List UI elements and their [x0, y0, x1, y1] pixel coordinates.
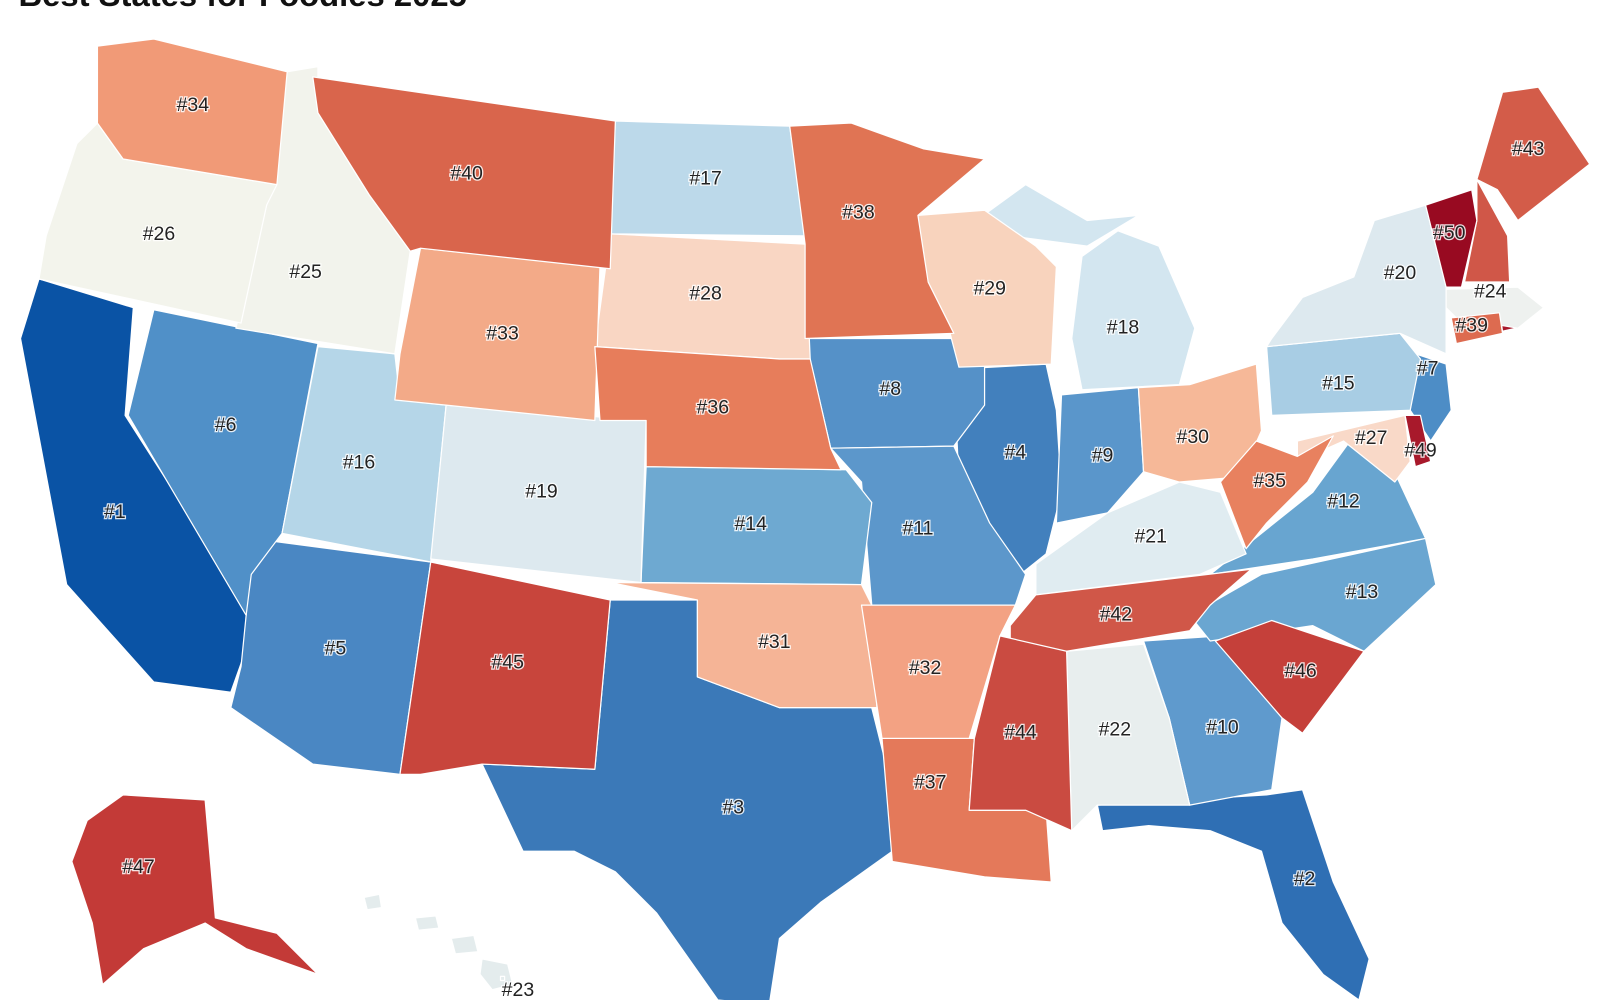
state-rank: #10: [1206, 716, 1239, 738]
state-rank: #18: [1107, 316, 1139, 338]
state-rank: #9: [1092, 445, 1114, 467]
state: [609, 581, 878, 709]
state-rank: #37: [914, 772, 946, 794]
hawaii-island: [414, 915, 440, 931]
state-rank: #24: [1474, 280, 1507, 302]
state-rank: #43: [1512, 138, 1544, 160]
states: [19, 38, 1591, 1000]
state-rank: #39: [1455, 314, 1487, 336]
state-rank: #29: [973, 277, 1005, 299]
state-rank: #34: [177, 94, 210, 116]
state-rank: #14: [734, 513, 767, 535]
hawaii-island: [450, 934, 479, 955]
state-rank: #2: [1294, 868, 1316, 890]
state: [96, 38, 288, 186]
state-rank: #5: [325, 637, 347, 659]
state-rank: #27: [1355, 427, 1387, 449]
state: [499, 975, 506, 982]
state-rank: #13: [1346, 581, 1378, 603]
state-rank: #45: [491, 652, 524, 674]
state: [399, 561, 611, 775]
state: [1450, 312, 1504, 345]
state-rank: #25: [289, 261, 322, 283]
state-rank: #40: [450, 162, 483, 184]
state-rank: #15: [1322, 373, 1355, 395]
state-rank: #49: [1404, 439, 1436, 461]
state: [1404, 414, 1432, 468]
state-rank: #32: [909, 657, 941, 679]
state-rank: #19: [525, 480, 557, 502]
state: [1219, 435, 1334, 550]
state-rank: #22: [1099, 718, 1131, 740]
state-rank: #3: [722, 796, 744, 818]
state: [1214, 619, 1365, 734]
state: [19, 278, 258, 693]
state: [1424, 189, 1478, 288]
state-rank: #36: [697, 396, 729, 418]
state-rank: #23: [502, 979, 534, 1000]
state-rank: #30: [1177, 426, 1210, 448]
state-rank: #42: [1100, 604, 1132, 626]
state-rank: #7: [1417, 357, 1439, 379]
state: [1096, 789, 1370, 1000]
state-rank: #21: [1134, 526, 1166, 548]
state: [860, 604, 1016, 740]
state: [1476, 86, 1591, 222]
state-rank: #12: [1327, 491, 1359, 513]
state: [1071, 230, 1196, 391]
state-rank: #1: [104, 501, 126, 523]
state-rank: #20: [1384, 262, 1417, 284]
state-rank: #50: [1433, 222, 1466, 244]
state-rank: #47: [122, 856, 154, 878]
state-rank: #4: [1005, 441, 1027, 463]
state: [1266, 204, 1447, 355]
state-rank: #11: [902, 517, 933, 539]
map-title: Best States for Foodies 2025: [18, 0, 466, 13]
state-rank: #31: [758, 631, 790, 653]
state-rank: #16: [343, 452, 375, 474]
state-rank: #35: [1253, 470, 1286, 492]
hawaii-island: [363, 893, 383, 911]
state-rank: #33: [486, 322, 518, 344]
state: [71, 794, 319, 986]
new-hampshire: [1463, 178, 1511, 283]
state-rank: #17: [689, 168, 721, 190]
state: [127, 309, 319, 616]
state-rank: #6: [215, 414, 237, 436]
state-rank: #46: [1284, 660, 1316, 682]
state-rank: #44: [1004, 721, 1037, 743]
state: [968, 635, 1073, 832]
state: [594, 346, 842, 471]
hawaii-island: [479, 958, 514, 991]
state-rank: #26: [143, 223, 175, 245]
state-rank: #38: [842, 201, 874, 223]
state-rank: #28: [689, 282, 721, 304]
state-rank: #8: [879, 378, 901, 400]
state: [1055, 387, 1145, 524]
labels: #1 #2 #3 #4 #5 #6 #7 #8 #9 #10 #11 #12 #13 #14 #15 #16 #…: [103, 92, 1546, 1000]
state: [312, 76, 616, 270]
state: [789, 122, 986, 340]
